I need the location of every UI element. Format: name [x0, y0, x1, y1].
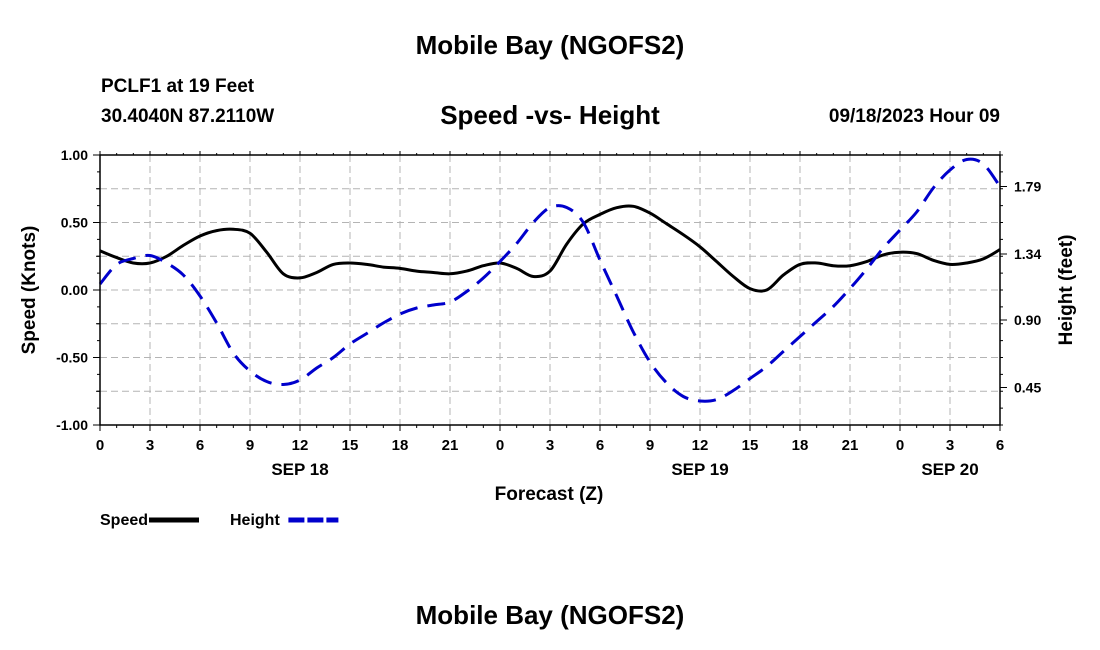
- x-tick-label: 3: [946, 437, 954, 454]
- x-tick-label: 9: [246, 437, 254, 454]
- x-tick-label: 6: [196, 437, 204, 454]
- date-label: SEP 20: [921, 460, 978, 479]
- y-tick-label: -0.50: [56, 350, 88, 366]
- coordinates-label: 30.4040N 87.2110W: [101, 106, 275, 127]
- station-label: PCLF1 at 19 Feet: [101, 76, 255, 97]
- x-tick-label: 3: [146, 437, 154, 454]
- y-tick-label: 0.00: [61, 282, 88, 298]
- x-tick-label: 15: [342, 437, 359, 454]
- y2-tick-label: 1.79: [1014, 179, 1041, 195]
- date-label: SEP 19: [671, 460, 728, 479]
- series-layer: [98, 157, 1002, 403]
- legend: Speed Height: [100, 512, 339, 529]
- x-tick-label: 0: [896, 437, 904, 454]
- x-tick-label: 18: [792, 437, 809, 454]
- x-tick-label: 0: [96, 437, 104, 454]
- legend-label-height: Height: [230, 512, 280, 529]
- x-tick-label: 9: [646, 437, 654, 454]
- y-tick-label: 0.50: [61, 215, 88, 231]
- grid: [100, 155, 1000, 425]
- date-label: SEP 18: [271, 460, 328, 479]
- x-tick-label: 21: [842, 437, 859, 454]
- x-tick-label: 12: [692, 437, 709, 454]
- forecast-datetime: 09/18/2023 Hour 09: [828, 106, 1000, 127]
- y2-axis-label: Height (feet): [1056, 235, 1077, 346]
- x-tick-label: 12: [292, 437, 309, 454]
- y2-tick-label: 0.90: [1014, 312, 1041, 328]
- chart-subtitle: Speed -vs- Height: [440, 100, 660, 130]
- y-tick-label: 1.00: [61, 147, 88, 163]
- y-tick-label: -1.00: [56, 417, 88, 433]
- x-tick-label: 3: [546, 437, 554, 454]
- legend-label-speed: Speed: [100, 512, 148, 529]
- x-axis-label: Forecast (Z): [495, 484, 604, 505]
- footer-title: Mobile Bay (NGOFS2): [415, 600, 685, 630]
- x-tick-label: 18: [392, 437, 409, 454]
- x-tick-label: 21: [442, 437, 459, 454]
- axis-ticks: [93, 151, 1007, 431]
- y-axis-label: Speed (Knots): [19, 226, 40, 355]
- chart-title: Mobile Bay (NGOFS2): [415, 30, 685, 60]
- axis-labels: 0 3 6 9 12 15 18 21 0 3 6 9 12 15 18 21 0 3 6 SEP 18 SEP 19 S…: [19, 147, 1077, 505]
- y2-tick-label: 0.45: [1014, 380, 1041, 396]
- x-tick-label: 6: [596, 437, 604, 454]
- y2-tick-label: 1.34: [1014, 246, 1041, 262]
- series-speed-line: [99, 204, 1001, 293]
- x-tick-label: 6: [996, 437, 1004, 454]
- x-tick-label: 0: [496, 437, 504, 454]
- x-tick-label: 15: [742, 437, 759, 454]
